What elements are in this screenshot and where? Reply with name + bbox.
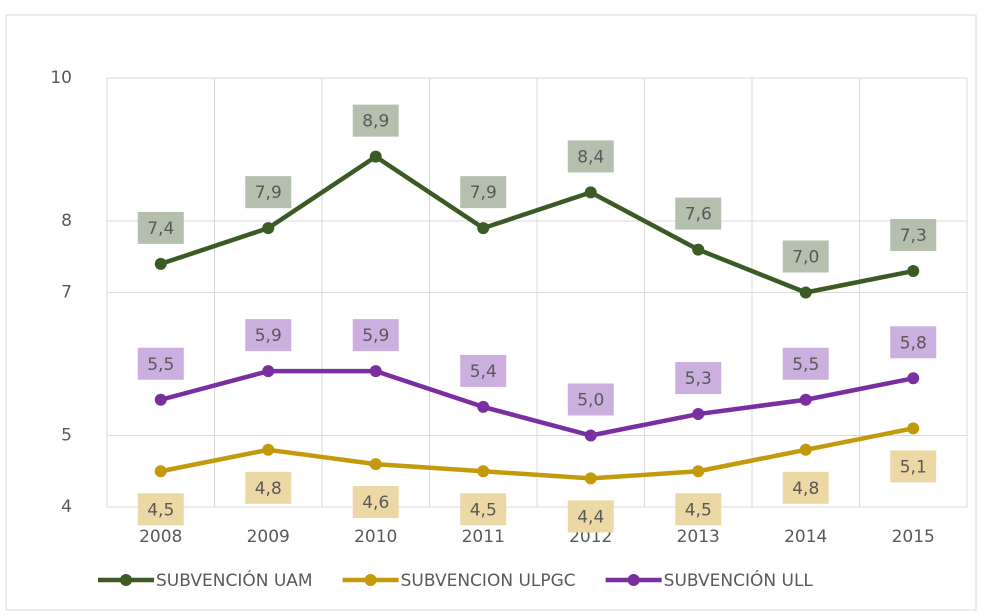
marker — [799, 393, 812, 406]
y-tick-label: 8 — [61, 211, 72, 231]
data-label-box — [460, 493, 507, 526]
marker — [584, 429, 597, 442]
data-label: 5,5 — [792, 355, 819, 375]
data-label-box — [137, 347, 184, 380]
legend-label: SUBVENCION ULPGC — [401, 571, 576, 591]
data-label: 4,5 — [147, 500, 174, 520]
data-label-box — [137, 211, 184, 244]
data-label: 4,5 — [470, 500, 497, 520]
series-line — [160, 426, 914, 481]
data-label-box — [460, 354, 507, 387]
data-label-box — [675, 362, 722, 395]
y-tick-label: 5 — [61, 426, 72, 446]
data-label-box — [782, 240, 829, 273]
data-label: 5,8 — [900, 333, 927, 353]
marker — [262, 365, 275, 378]
data-label: 8,9 — [362, 112, 389, 132]
data-label: 4,5 — [685, 500, 712, 520]
marker — [907, 372, 920, 385]
data-label-box — [782, 471, 829, 504]
series-line — [160, 154, 914, 295]
data-label: 7,3 — [900, 226, 927, 246]
marker — [692, 243, 705, 256]
data-label: 7,4 — [147, 219, 174, 239]
marker — [154, 257, 167, 270]
marker — [907, 265, 920, 278]
x-tick-label: 2011 — [462, 527, 505, 547]
data-label-box — [567, 500, 614, 533]
data-label-box — [890, 326, 937, 359]
marker — [799, 443, 812, 456]
data-label: 7,0 — [792, 248, 819, 268]
marker — [369, 150, 382, 163]
marker — [154, 393, 167, 406]
data-label: 7,6 — [685, 205, 712, 225]
marker — [584, 472, 597, 485]
x-tick-label: 2008 — [139, 527, 182, 547]
data-label: 8,4 — [577, 147, 604, 167]
y-tick-label: 7 — [61, 283, 72, 303]
data-label: 4,8 — [255, 479, 282, 499]
marker — [262, 443, 275, 456]
marker — [369, 458, 382, 471]
marker — [907, 422, 920, 435]
data-label-box — [352, 319, 399, 352]
x-tick-label: 2014 — [784, 527, 827, 547]
x-tick-label: 2013 — [677, 527, 720, 547]
data-label-box — [245, 319, 292, 352]
data-label: 4,6 — [362, 493, 389, 513]
marker — [262, 222, 275, 235]
y-tick-label: 10 — [50, 68, 72, 88]
data-label-box — [890, 450, 937, 483]
data-label: 5,4 — [470, 362, 497, 382]
data-label: 4,4 — [577, 507, 604, 527]
marker — [692, 408, 705, 421]
data-label: 5,5 — [147, 355, 174, 375]
x-tick-label: 2009 — [247, 527, 290, 547]
data-label: 5,3 — [685, 369, 712, 389]
data-label: 4,8 — [792, 479, 819, 499]
marker — [477, 400, 490, 413]
data-label: 5,1 — [900, 457, 927, 477]
marker — [692, 465, 705, 478]
marker — [477, 465, 490, 478]
y-tick-label: 4 — [61, 497, 72, 517]
marker — [369, 365, 382, 378]
data-label-box — [352, 104, 399, 137]
data-label-box — [567, 383, 614, 416]
data-label-box — [675, 197, 722, 230]
x-tick-label: 2010 — [354, 527, 397, 547]
x-tick-label: 2015 — [892, 527, 935, 547]
marker — [584, 186, 597, 199]
data-label: 5,9 — [255, 326, 282, 346]
data-label-box — [137, 493, 184, 526]
data-label-box — [460, 176, 507, 209]
data-label: 7,9 — [255, 183, 282, 203]
data-label-box — [782, 347, 829, 380]
series-line — [160, 368, 914, 438]
legend-label: SUBVENCIÓN ULL — [664, 569, 814, 591]
marker — [799, 286, 812, 299]
data-label-box — [675, 493, 722, 526]
data-label-box — [245, 176, 292, 209]
data-label-box — [245, 471, 292, 504]
data-label-box — [890, 219, 937, 252]
data-label: 5,0 — [577, 391, 604, 411]
legend-marker — [627, 574, 640, 586]
legend-marker — [120, 574, 132, 586]
data-label-box — [352, 486, 399, 519]
legend-label: SUBVENCIÓN UAM — [156, 569, 313, 591]
data-label: 5,9 — [362, 326, 389, 346]
marker — [477, 222, 490, 235]
data-label: 7,9 — [470, 183, 497, 203]
legend-marker — [364, 574, 377, 586]
data-label-box — [567, 140, 614, 173]
marker — [154, 465, 167, 478]
